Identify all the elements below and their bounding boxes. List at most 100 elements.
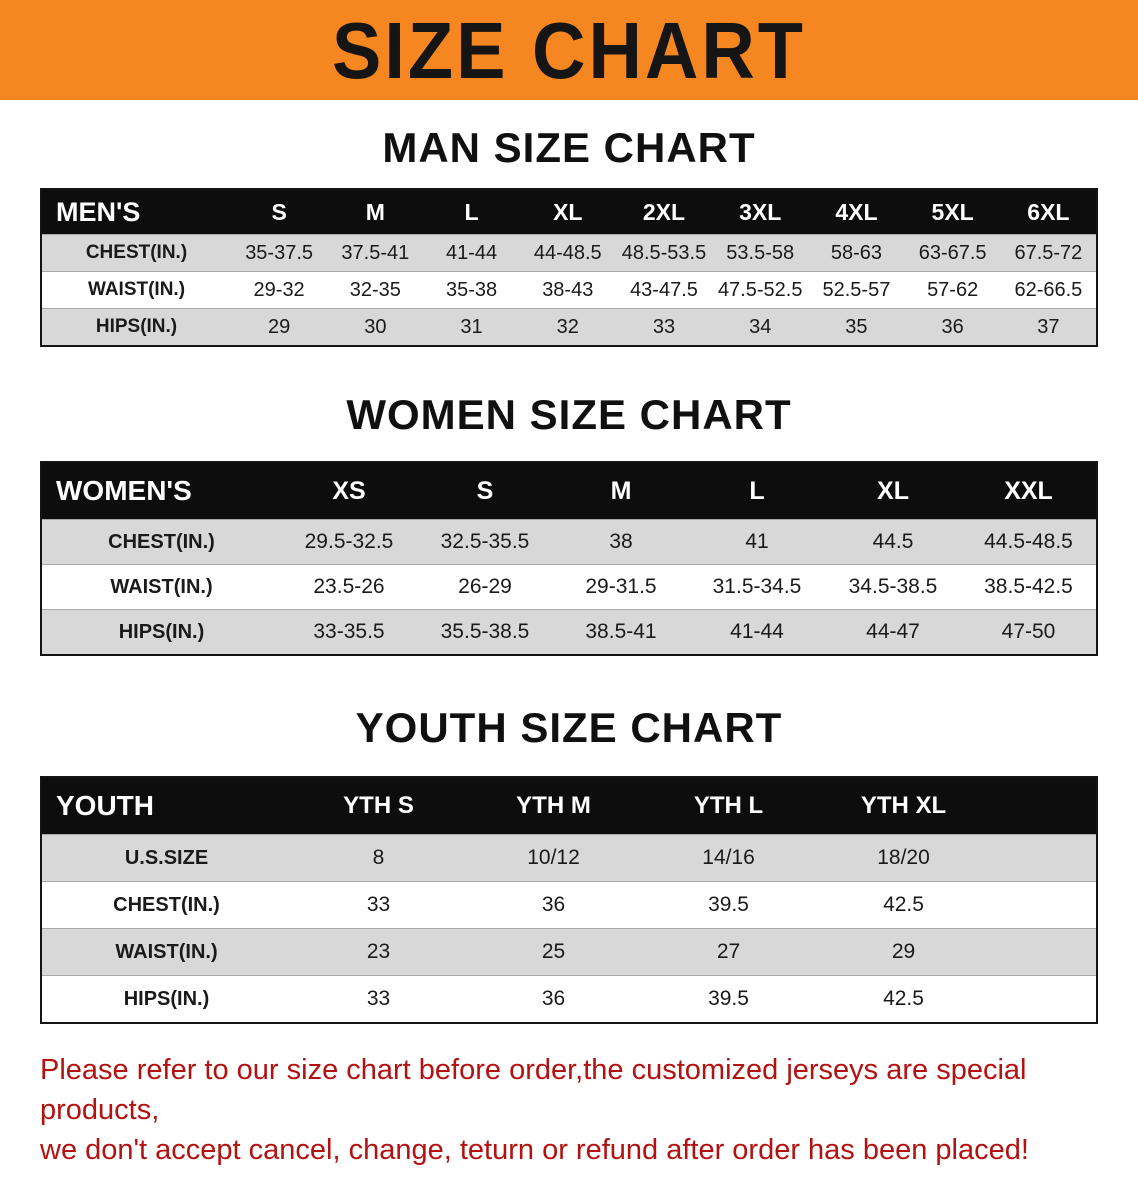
men-hips-row: HIPS(IN.) 29 30 31 32 33 34 35 36 37	[41, 308, 1097, 346]
women-waist-row: WAIST(IN.) 23.5-26 26-29 29-31.5 31.5-34…	[41, 564, 1097, 610]
youth-heading: YOUTH SIZE CHART	[355, 704, 783, 751]
women-section: WOMEN SIZE CHART WOMEN'S XS S M L XL XXL	[0, 391, 1138, 656]
size-value-cell: 44-48.5	[533, 241, 602, 264]
size-column-header: YTH M	[466, 777, 641, 835]
size-value-cell: 44-47	[866, 620, 920, 643]
size-value-cell: 53.5-58	[726, 241, 795, 264]
size-value-cell: 29	[891, 940, 916, 963]
men-section: MAN SIZE CHART MEN'S S M L XL 2XL 3XL 4X…	[0, 124, 1138, 347]
women-corner-label: WOMEN'S	[41, 462, 281, 520]
size-column-header: XS	[281, 462, 417, 520]
size-column-header: 4XL	[808, 189, 905, 235]
banner: SIZE CHART	[0, 0, 1138, 100]
size-column-header: XL	[825, 462, 961, 520]
notice-line-2: we don't accept cancel, change, teturn o…	[40, 1134, 1029, 1167]
row-label: HIPS(IN.)	[123, 987, 210, 1010]
notice-line-1: Please refer to our size chart before or…	[40, 1054, 1027, 1127]
size-value-cell: 48.5-53.5	[621, 241, 707, 264]
size-value-cell: 38-43	[542, 278, 594, 301]
size-value-cell: 31	[460, 315, 483, 338]
size-value-cell: 43-47.5	[630, 278, 698, 301]
row-label: HIPS(IN.)	[95, 316, 178, 337]
women-heading: WOMEN SIZE CHART	[346, 391, 792, 438]
size-value-cell: 39.5	[708, 987, 749, 1010]
footer-notice: Please refer to our size chart before or…	[0, 1050, 1138, 1190]
size-value-cell: 57-62	[927, 278, 979, 301]
size-value-cell: 36	[941, 315, 964, 338]
men-waist-row: WAIST(IN.) 29-32 32-35 35-38 38-43 43-47…	[41, 271, 1097, 309]
spacer-cell	[991, 882, 1097, 929]
size-value-cell: 41-44	[445, 241, 498, 264]
size-value-cell: 38	[609, 530, 633, 553]
size-value-cell: 35	[845, 315, 868, 338]
size-value-cell: 23	[366, 940, 391, 963]
youth-chest-row: CHEST(IN.) 33 36 39.5 42.5	[41, 881, 1097, 929]
size-value-cell: 47-50	[1001, 620, 1056, 643]
row-label: CHEST(IN.)	[113, 893, 220, 916]
size-value-cell: 36	[541, 893, 566, 916]
row-label: CHEST(IN.)	[108, 530, 215, 553]
size-column-header: 3XL	[712, 189, 809, 235]
size-value-cell: 35-38	[445, 278, 498, 301]
size-value-cell: 62-66.5	[1014, 278, 1083, 301]
men-heading: MAN SIZE CHART	[382, 124, 756, 171]
size-value-cell: 52.5-57	[822, 278, 891, 301]
size-column-header: 6XL	[1000, 189, 1097, 235]
size-column-header: YTH L	[641, 777, 816, 835]
men-corner-label: MEN'S	[41, 189, 231, 235]
spacer-cell	[991, 929, 1097, 976]
size-value-cell: 23.5-26	[313, 575, 385, 598]
size-column-header: XXL	[961, 462, 1097, 520]
size-value-cell: 37	[1037, 315, 1060, 338]
youth-ussize-row: U.S.SIZE 8 10/12 14/16 18/20	[41, 834, 1097, 882]
size-value-cell: 29.5-32.5	[304, 530, 394, 553]
row-label: WAIST(IN.)	[115, 940, 218, 963]
men-size-table: MEN'S S M L XL 2XL 3XL 4XL 5XL 6XL CHEST…	[40, 188, 1098, 347]
size-value-cell: 27	[716, 940, 741, 963]
size-value-cell: 30	[364, 315, 387, 338]
size-value-cell: 36	[541, 987, 566, 1010]
page-title: SIZE CHART	[332, 5, 806, 95]
size-value-cell: 32.5-35.5	[440, 530, 530, 553]
size-value-cell: 33	[366, 893, 391, 916]
size-value-cell: 39.5	[708, 893, 749, 916]
size-column-header: S	[231, 189, 328, 235]
row-label: U.S.SIZE	[124, 846, 209, 869]
youth-corner-label: YOUTH	[41, 777, 291, 835]
women-size-table: WOMEN'S XS S M L XL XXL CHEST(IN.) 29.5-…	[40, 461, 1098, 656]
men-header-row: MEN'S S M L XL 2XL 3XL 4XL 5XL 6XL	[41, 189, 1097, 235]
spacer-cell	[991, 976, 1097, 1024]
row-label: CHEST(IN.)	[85, 242, 188, 263]
women-chest-row: CHEST(IN.) 29.5-32.5 32.5-35.5 38 41 44.…	[41, 519, 1097, 565]
size-value-cell: 10/12	[527, 846, 580, 869]
women-hips-row: HIPS(IN.) 33-35.5 35.5-38.5 38.5-41 41-4…	[41, 609, 1097, 655]
size-value-cell: 58-63	[830, 241, 882, 264]
row-label: WAIST(IN.)	[87, 279, 186, 300]
men-chest-row: CHEST(IN.) 35-37.5 37.5-41 41-44 44-48.5…	[41, 234, 1097, 272]
size-value-cell: 67.5-72	[1014, 241, 1083, 264]
size-value-cell: 41	[745, 530, 769, 553]
size-value-cell: 42.5	[883, 893, 924, 916]
size-value-cell: 29-32	[253, 278, 305, 301]
size-column-header: S	[417, 462, 553, 520]
women-header-row: WOMEN'S XS S M L XL XXL	[41, 462, 1097, 520]
size-column-header: L	[689, 462, 825, 520]
youth-section: YOUTH SIZE CHART YOUTH YTH S YTH M YTH L…	[0, 704, 1138, 1024]
size-value-cell: 35.5-38.5	[440, 620, 530, 643]
size-value-cell: 29-31.5	[585, 575, 657, 598]
size-value-cell: 44.5	[872, 530, 914, 553]
size-value-cell: 38.5-41	[585, 620, 657, 643]
size-value-cell: 41-44	[730, 620, 784, 643]
size-value-cell: 25	[541, 940, 566, 963]
size-value-cell: 34	[749, 315, 772, 338]
size-value-cell: 63-67.5	[918, 241, 987, 264]
size-column-header: M	[553, 462, 689, 520]
size-column-header: M	[327, 189, 424, 235]
size-value-cell: 14/16	[702, 846, 755, 869]
size-column-header: YTH XL	[816, 777, 991, 835]
row-label: WAIST(IN.)	[110, 575, 213, 598]
size-value-cell: 31.5-34.5	[712, 575, 802, 598]
size-value-cell: 37.5-41	[341, 241, 410, 264]
size-value-cell: 42.5	[883, 987, 924, 1010]
